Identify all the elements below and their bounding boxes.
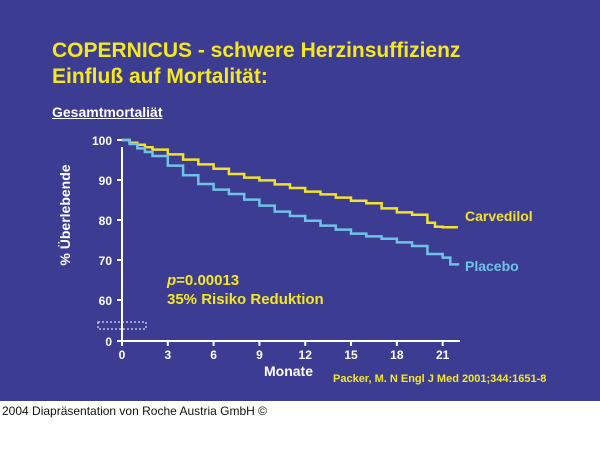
y-axis-label: % Überlebende — [57, 164, 73, 265]
x-tick-label: 12 — [299, 348, 313, 362]
y-tick-label: 0 — [105, 335, 112, 349]
x-axis-label: Monate — [264, 363, 313, 379]
x-tick-label: 18 — [390, 348, 404, 362]
p-label: p — [166, 272, 176, 289]
y-tick-label: 70 — [99, 254, 113, 268]
p-value-annotation: p=0.00013 — [166, 272, 239, 289]
axis-break-marker — [97, 321, 147, 330]
slide: COPERNICUS - schwere Herzinsuffizienz Ei… — [0, 0, 600, 401]
slide-title-line-1: COPERNICUS - schwere Herzinsuffizienz — [52, 39, 461, 62]
survival-chart: 0 60 70 80 90 100 0 3 6 9 12 15 18 21 % Überlebende M… — [57, 134, 546, 385]
legend-label-carvedilol: Carvedilol — [465, 208, 533, 224]
x-tick-label: 0 — [119, 348, 126, 362]
series-line-carvedilol — [122, 138, 458, 229]
y-tick-label: 80 — [99, 214, 113, 228]
x-tick-label: 3 — [164, 348, 171, 362]
y-tick-label: 60 — [99, 294, 113, 308]
y-tick-label: 90 — [99, 174, 113, 188]
x-tick-label: 15 — [344, 348, 358, 362]
y-tick-label: 100 — [92, 134, 112, 148]
p-value: =0.00013 — [176, 272, 239, 289]
x-tick-label: 21 — [436, 348, 450, 362]
citation: Packer, M. N Engl J Med 2001;344:1651-8 — [333, 373, 546, 385]
chart-subtitle: Gesamtmortaliät — [52, 104, 163, 120]
x-tick-label: 6 — [210, 348, 217, 362]
series-line-placebo — [122, 138, 460, 266]
x-tick-label: 9 — [256, 348, 263, 362]
legend-label-placebo: Placebo — [465, 258, 519, 274]
copyright-footer: 2004 Diapräsentation von Roche Austria G… — [2, 404, 267, 418]
slide-title-line-2: Einfluß auf Mortalität: — [52, 65, 268, 88]
risk-reduction-annotation: 35% Risiko Reduktion — [167, 291, 324, 308]
